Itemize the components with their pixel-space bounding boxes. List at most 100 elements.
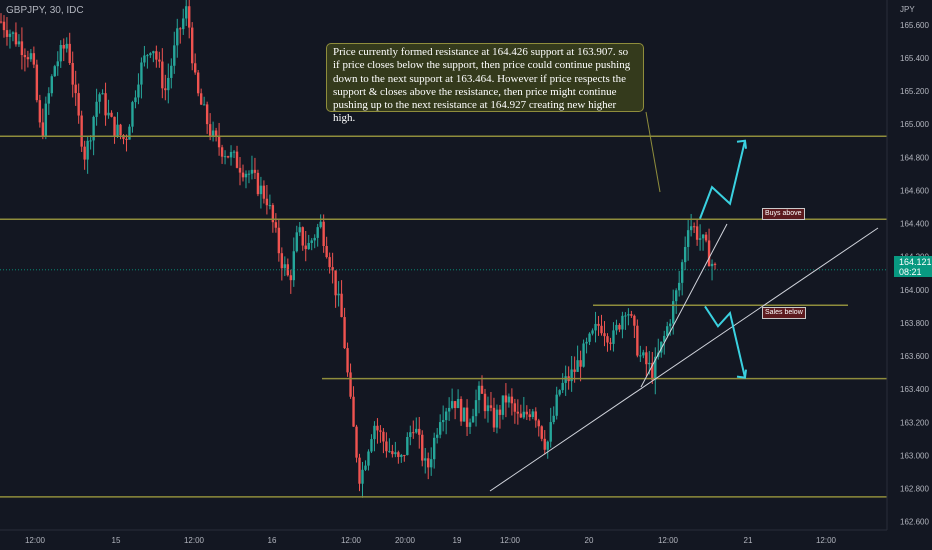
- candle-body: [412, 432, 415, 434]
- candle-body: [229, 152, 233, 158]
- candle-body: [89, 140, 92, 142]
- candle-body: [301, 227, 304, 246]
- current-price-badge: 164.121 08:21: [894, 256, 932, 277]
- candle-body: [80, 115, 83, 147]
- candle-body: [588, 333, 591, 342]
- trendlines: [489, 111, 879, 492]
- candle-body: [606, 336, 609, 343]
- candle-body: [50, 76, 53, 94]
- candle-body: [462, 407, 466, 422]
- trendline-lower: [489, 227, 879, 492]
- candle-body: [211, 130, 215, 136]
- candle-body: [286, 264, 290, 276]
- candle-body: [624, 315, 627, 317]
- candle-body: [394, 452, 397, 455]
- candle-body: [313, 237, 316, 241]
- candle-body: [146, 55, 149, 57]
- forecast-up-arrow: [699, 140, 746, 219]
- candle-body: [44, 103, 48, 136]
- candle-body: [576, 360, 579, 372]
- candle-body: [295, 232, 298, 252]
- y-tick-label: 165.000: [900, 120, 929, 129]
- candle-body: [164, 88, 167, 91]
- candle-body: [170, 65, 173, 78]
- candle-body: [579, 360, 582, 367]
- candle-body: [645, 352, 648, 365]
- candle-body: [444, 411, 448, 421]
- candle-body: [188, 6, 191, 28]
- time-axis: 12:00 15 12:00 16 12:00 20:00 19 12:00 20 12:00 21…: [0, 529, 887, 545]
- candle-body: [331, 267, 334, 271]
- x-tick-label: 12:00: [184, 536, 205, 545]
- candle-body: [325, 246, 328, 258]
- candle-body: [585, 341, 588, 344]
- candle-body: [701, 234, 705, 239]
- candle-body: [38, 100, 42, 123]
- currency-label: JPY: [900, 5, 915, 14]
- candle-body: [438, 422, 442, 435]
- candle-body: [704, 234, 708, 241]
- candle-body: [59, 45, 62, 62]
- candle-body: [695, 226, 699, 240]
- candle-body: [537, 420, 540, 427]
- candle-body: [465, 407, 469, 427]
- candle-body: [364, 465, 367, 470]
- y-tick-label: 165.200: [900, 87, 929, 96]
- candle-body: [2, 21, 6, 31]
- candle-body: [35, 64, 39, 101]
- candle-body: [549, 422, 552, 442]
- candle-body: [367, 451, 370, 466]
- annotation-callout[interactable]: Price currently formed resistance at 164…: [326, 43, 644, 124]
- candle-body: [202, 104, 206, 106]
- candle-body: [483, 393, 487, 412]
- candle-body: [110, 112, 113, 117]
- candle-body: [453, 401, 457, 409]
- candle-body: [340, 293, 343, 318]
- candle-body: [441, 420, 445, 423]
- candle-body: [582, 343, 585, 367]
- candle-body: [683, 246, 687, 263]
- candle-body: [513, 403, 517, 412]
- candle-body: [322, 221, 325, 247]
- x-tick-label: 12:00: [25, 536, 46, 545]
- candle-body: [5, 30, 9, 37]
- x-tick-label: 20: [585, 536, 594, 545]
- countdown-timer: 08:21: [899, 267, 922, 277]
- candle-body: [474, 400, 478, 417]
- candle-body: [450, 401, 454, 408]
- candle-body: [68, 43, 71, 63]
- candle-body: [495, 409, 499, 428]
- candle-body: [41, 122, 45, 136]
- candle-body: [486, 405, 490, 412]
- candle-body: [304, 245, 307, 250]
- candle-body: [0, 21, 3, 23]
- candle-body: [352, 396, 355, 427]
- candle-body: [155, 51, 158, 60]
- candle-body: [23, 55, 27, 58]
- candle-body: [609, 342, 612, 344]
- candle-body: [561, 382, 564, 391]
- candle-body: [167, 77, 170, 91]
- sales-below-label: Sales below: [762, 307, 806, 319]
- candle-body: [176, 28, 179, 46]
- forecast-down-arrow: [704, 305, 746, 378]
- candle-body: [119, 124, 122, 136]
- candle-body: [713, 263, 717, 265]
- candle-body: [32, 53, 36, 65]
- candle-body: [26, 57, 30, 60]
- candle-body: [131, 102, 134, 127]
- candle-body: [101, 93, 104, 95]
- candle-body: [343, 317, 346, 349]
- candle-body: [226, 156, 230, 158]
- candle-body: [379, 430, 382, 432]
- candle-body: [283, 264, 287, 269]
- candle-body: [355, 426, 358, 458]
- candle-body: [14, 32, 18, 45]
- candle-body: [149, 53, 152, 56]
- candle-body: [480, 385, 484, 394]
- candle-body: [603, 333, 606, 337]
- candle-body: [161, 61, 164, 89]
- candle-body: [418, 428, 421, 435]
- candle-body: [564, 376, 567, 383]
